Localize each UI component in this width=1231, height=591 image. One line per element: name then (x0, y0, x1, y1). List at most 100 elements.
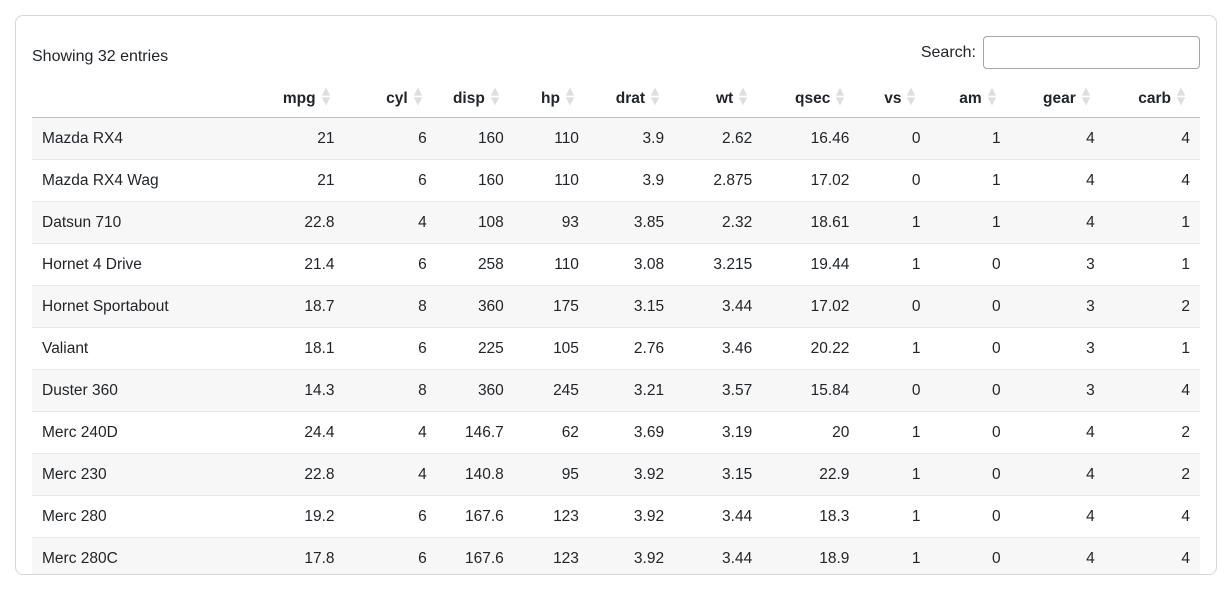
cell-wt: 3.44 (674, 495, 763, 538)
cell-hp: 123 (513, 495, 589, 538)
cell-wt: 2.32 (674, 201, 763, 244)
cell-am: 0 (930, 285, 1011, 328)
cell-vs: 0 (859, 117, 931, 160)
table-row: Merc 240D 24.4 4 146.7 62 3.69 3.19 20 1 0 4 2 (32, 411, 1200, 454)
cell-gear: 4 (1010, 159, 1105, 202)
column-header-label: wt (716, 90, 734, 107)
table-card: Showing 32 entries Search: mpg cyl disp hp d… (15, 15, 1217, 575)
cell-carb: 1 (1104, 327, 1200, 370)
cell-vs: 1 (859, 495, 931, 538)
sort-unsorted-icon (1081, 87, 1090, 106)
cell-am: 0 (930, 411, 1011, 454)
column-header-disp[interactable]: disp (436, 79, 514, 118)
cell-hp: 110 (513, 243, 589, 286)
cell-qsec: 18.9 (762, 537, 860, 574)
cell-am: 0 (930, 327, 1011, 370)
cell-hp: 110 (513, 159, 589, 202)
column-header-qsec[interactable]: qsec (762, 79, 860, 118)
cell-cyl: 8 (344, 285, 437, 328)
cell-drat: 3.15 (588, 285, 675, 328)
sort-unsorted-icon (565, 87, 575, 106)
column-header-mpg[interactable]: mpg (252, 79, 345, 118)
cell-qsec: 20 (762, 411, 860, 454)
cell-wt: 3.44 (674, 285, 763, 328)
cell-qsec: 16.46 (762, 117, 860, 160)
row-name-cell: Datsun 710 (32, 201, 253, 244)
row-name-cell: Mazda RX4 Wag (32, 159, 253, 202)
table-header: mpg cyl disp hp drat wt qsec vs am gear carb (32, 79, 1200, 118)
cell-mpg: 21 (252, 159, 345, 202)
table-row: Merc 280C 17.8 6 167.6 123 3.92 3.44 18.9 1 0 4 4 (32, 537, 1200, 574)
column-header-am[interactable]: am (930, 79, 1011, 118)
cell-wt: 3.15 (674, 453, 763, 496)
cell-cyl: 4 (344, 453, 437, 496)
cell-disp: 360 (436, 285, 514, 328)
sort-unsorted-icon (907, 87, 916, 106)
table-row: Datsun 710 22.8 4 108 93 3.85 2.32 18.61 1 1 4 1 (32, 201, 1200, 244)
cell-cyl: 6 (344, 537, 437, 574)
cell-mpg: 22.8 (252, 453, 345, 496)
cell-gear: 4 (1010, 117, 1105, 160)
column-header-carb[interactable]: carb (1104, 79, 1200, 118)
column-header-hp[interactable]: hp (513, 79, 589, 118)
cell-disp: 167.6 (436, 495, 514, 538)
cell-mpg: 21.4 (252, 243, 345, 286)
cell-cyl: 4 (344, 201, 437, 244)
column-header-drat[interactable]: drat (588, 79, 675, 118)
cell-am: 0 (930, 453, 1011, 496)
table-row: Mazda RX4 Wag 21 6 160 110 3.9 2.875 17.02 0 1 4 4 (32, 159, 1200, 202)
sort-unsorted-icon (321, 87, 330, 106)
cell-wt: 3.19 (674, 411, 763, 454)
cell-mpg: 21 (252, 117, 345, 160)
column-header-cyl[interactable]: cyl (344, 79, 437, 118)
cell-vs: 1 (859, 243, 931, 286)
cell-vs: 1 (859, 201, 931, 244)
search-input[interactable] (983, 36, 1200, 69)
cell-disp: 258 (436, 243, 514, 286)
cell-gear: 4 (1010, 411, 1105, 454)
cell-mpg: 24.4 (252, 411, 345, 454)
cell-cyl: 6 (344, 117, 437, 160)
cell-hp: 105 (513, 327, 589, 370)
cell-vs: 1 (859, 537, 931, 574)
cell-vs: 0 (859, 369, 931, 412)
entries-info-text: Showing 32 entries (32, 48, 169, 65)
sort-unsorted-icon (1176, 87, 1186, 106)
cell-drat: 3.92 (588, 495, 675, 538)
cell-mpg: 18.1 (252, 327, 345, 370)
cell-mpg: 18.7 (252, 285, 345, 328)
search-control: Search: (921, 36, 1200, 69)
cell-cyl: 6 (344, 243, 437, 286)
cell-am: 0 (930, 369, 1011, 412)
row-name-cell: Merc 230 (32, 453, 253, 496)
column-header-wt[interactable]: wt (674, 79, 763, 118)
cell-carb: 2 (1104, 411, 1200, 454)
cell-carb: 4 (1104, 495, 1200, 538)
column-header-label: am (959, 90, 982, 107)
cell-gear: 4 (1010, 453, 1105, 496)
cell-mpg: 17.8 (252, 537, 345, 574)
cell-hp: 245 (513, 369, 589, 412)
cell-mpg: 19.2 (252, 495, 345, 538)
column-header-label: cyl (386, 90, 408, 107)
cell-qsec: 17.02 (762, 159, 860, 202)
cell-carb: 2 (1104, 453, 1200, 496)
cell-disp: 108 (436, 201, 514, 244)
cell-mpg: 14.3 (252, 369, 345, 412)
cell-gear: 3 (1010, 243, 1105, 286)
table-row: Hornet 4 Drive 21.4 6 258 110 3.08 3.215 19.44 1… (32, 243, 1200, 286)
sort-unsorted-icon (413, 87, 422, 106)
table-row: Merc 230 22.8 4 140.8 95 3.92 3.15 22.9 1 0 4 2 (32, 453, 1200, 496)
cell-hp: 62 (513, 411, 589, 454)
cell-am: 1 (930, 117, 1011, 160)
cell-cyl: 6 (344, 327, 437, 370)
cell-disp: 146.7 (436, 411, 514, 454)
cell-qsec: 20.22 (762, 327, 860, 370)
table-row: Duster 360 14.3 8 360 245 3.21 3.57 15.84 0 0 3 4 (32, 369, 1200, 412)
cell-disp: 360 (436, 369, 514, 412)
cell-hp: 123 (513, 537, 589, 574)
cell-wt: 3.57 (674, 369, 763, 412)
column-header-gear[interactable]: gear (1010, 79, 1105, 118)
cell-vs: 0 (859, 159, 931, 202)
column-header-vs[interactable]: vs (859, 79, 931, 118)
